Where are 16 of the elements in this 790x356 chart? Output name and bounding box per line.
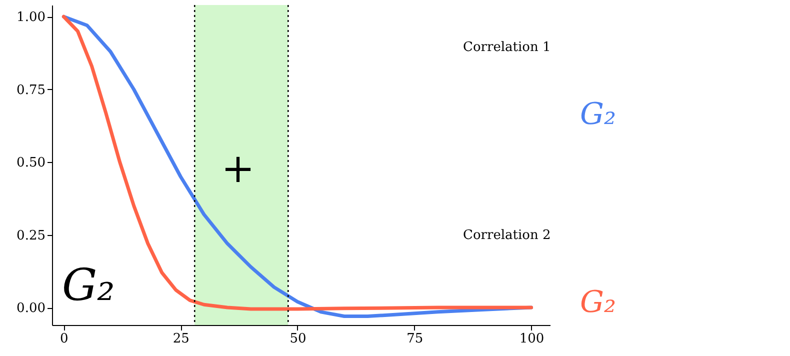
- annotation: G₂: [62, 260, 115, 311]
- annotation: Correlation 1: [463, 40, 551, 55]
- x-tick-label: 0: [60, 332, 68, 346]
- x-tick-label: 25: [172, 332, 190, 346]
- annotation: +: [221, 146, 255, 192]
- y-tick-label: 1.00: [16, 10, 46, 26]
- x-tick-label: 75: [406, 332, 424, 346]
- y-tick-label: 0.75: [16, 82, 46, 98]
- y-tick-label: 0.00: [16, 301, 46, 316]
- text: G₂: [580, 97, 616, 132]
- y-tick-label: 0.25: [16, 228, 46, 244]
- y-tick-label: 0.50: [16, 156, 46, 171]
- text: G₂: [580, 285, 616, 320]
- annotation: Correlation 2: [463, 228, 551, 243]
- x-tick-label: 50: [290, 332, 306, 346]
- x-tick-label: 100: [519, 332, 544, 346]
